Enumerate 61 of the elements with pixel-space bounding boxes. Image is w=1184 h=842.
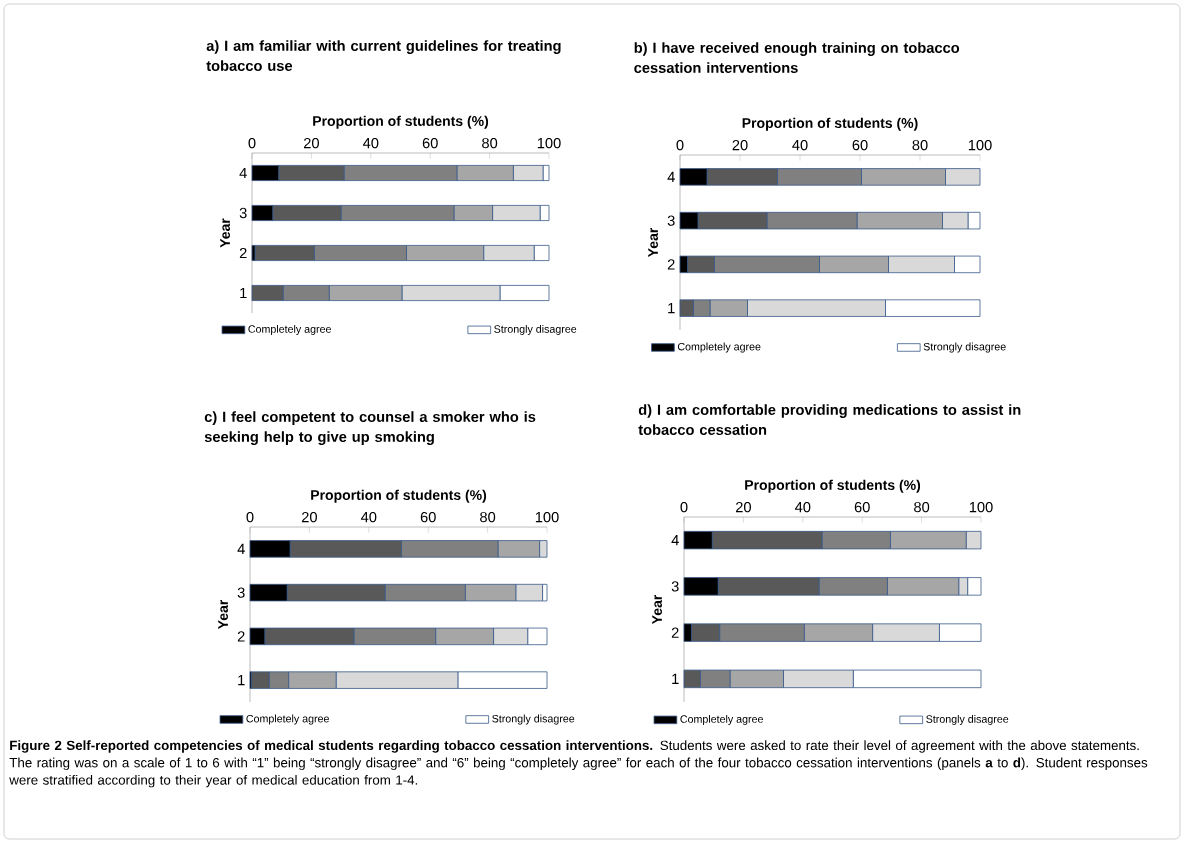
y-axis-title: Year — [652, 594, 662, 625]
x-tick-label: 80 — [914, 501, 930, 513]
x-tick-label: 20 — [301, 511, 317, 523]
x-tick-label: 20 — [303, 137, 319, 149]
x-axis-title: Proportion of students (%) — [742, 117, 918, 131]
y-axis-title: Year — [220, 218, 230, 248]
y-axis-title: Year — [648, 227, 658, 258]
y-tick-label: 4 — [671, 535, 679, 546]
legend-label: Completely agree — [680, 714, 763, 725]
y-tick-label: 3 — [667, 215, 675, 226]
x-tick-label: 80 — [482, 137, 498, 149]
y-tick-label: 4 — [667, 171, 675, 182]
legend-label: Strongly disagree — [923, 342, 1006, 353]
x-tick-label: 100 — [537, 137, 561, 149]
x-tick-label: 60 — [854, 501, 870, 513]
x-tick-label: 0 — [676, 139, 684, 151]
y-tick-label: 2 — [667, 259, 675, 270]
y-tick-label: 3 — [671, 581, 679, 592]
x-tick-label: 40 — [362, 137, 379, 149]
x-tick-label: 80 — [480, 511, 496, 523]
y-tick-label: 1 — [238, 675, 245, 686]
chart-title: a) I am familiar with current guidelines for treating tobacco use — [206, 40, 561, 71]
x-tick-label: 60 — [420, 511, 436, 523]
x-axis-title: Proportion of students (%) — [313, 115, 489, 129]
legend-label: Strongly disagree — [926, 714, 1009, 725]
legend-label: Strongly disagree — [494, 324, 577, 335]
y-tick-label: 2 — [237, 631, 245, 642]
x-tick-label: 40 — [794, 501, 811, 513]
y-tick-label: 1 — [668, 303, 675, 314]
y-tick-label: 3 — [237, 587, 245, 598]
x-tick-label: 100 — [535, 511, 559, 523]
y-tick-label: 4 — [239, 167, 247, 179]
x-tick-label: 20 — [735, 501, 751, 513]
y-tick-label: 2 — [239, 247, 247, 259]
chart-title: d) I am comfortable providing medications to assist in tobacco cessation — [638, 404, 1021, 435]
x-tick-label: 40 — [792, 139, 808, 151]
y-axis-title: Year — [218, 599, 228, 630]
legend-label: Completely agree — [246, 714, 329, 725]
chart-title: c) I feel competent to counsel a smoker who is seeking help to give up smoking — [204, 411, 536, 445]
text: Figure 2 Self-reported competencies of medical students regarding tobacco cessation interventions. Students were asked to rate their level of agreement with the above statements. The rating was on a scale of 1 to 6 with “1” being “strongly disagree” and “6” being “completely agree” for each of the four tobacco cessation interventions (panels a to d). Student responses were stratified according to their year of medical education from 1-4. — [9, 740, 1148, 788]
x-axis-title: Proportion of students (%) — [745, 479, 921, 493]
y-tick-label: 4 — [237, 543, 245, 554]
chart-title: b) I have received enough training on tobacco cessation interventions — [634, 42, 960, 73]
x-tick-label: 0 — [248, 137, 256, 149]
x-tick-label: 60 — [852, 139, 868, 151]
y-tick-label: 2 — [671, 627, 679, 638]
x-tick-label: 20 — [732, 139, 748, 151]
legend-label: Strongly disagree — [492, 714, 575, 725]
x-tick-label: 100 — [969, 501, 993, 513]
y-tick-label: 1 — [672, 673, 679, 684]
x-tick-label: 0 — [680, 501, 688, 513]
x-axis-title: Proportion of students (%) — [311, 489, 487, 503]
legend-label: Completely agree — [248, 324, 331, 335]
x-tick-label: 80 — [912, 139, 928, 151]
x-tick-label: 40 — [360, 511, 377, 523]
legend-label: Completely agree — [677, 342, 761, 353]
x-tick-label: 60 — [422, 137, 438, 149]
y-tick-label: 3 — [239, 207, 247, 219]
x-tick-label: 100 — [968, 139, 992, 151]
y-tick-label: 1 — [240, 287, 247, 299]
x-tick-label: 0 — [246, 511, 254, 523]
